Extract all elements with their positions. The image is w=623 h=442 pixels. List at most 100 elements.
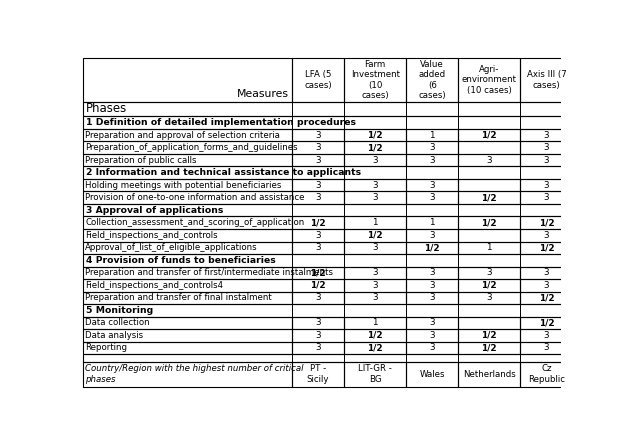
Bar (83, 316, 292, 329)
Text: Farm
Investment
(10
cases): Farm Investment (10 cases) (351, 60, 400, 100)
Bar (406, 292, 459, 304)
Text: Measures: Measures (237, 89, 289, 99)
Text: Reporting: Reporting (85, 343, 127, 352)
Text: Collection_assessment_and_scoring_of_application: Collection_assessment_and_scoring_of_app… (85, 218, 305, 227)
Text: 3: 3 (429, 231, 435, 240)
Text: 1/2: 1/2 (482, 331, 497, 340)
Bar (292, 154, 345, 166)
Text: 3: 3 (429, 181, 435, 190)
Text: Axis III (7
cases): Axis III (7 cases) (526, 70, 566, 90)
Bar (406, 217, 459, 229)
Text: 1/2: 1/2 (482, 130, 497, 140)
Bar (520, 362, 573, 387)
Bar (83, 154, 292, 166)
Bar (459, 292, 520, 304)
Bar (459, 342, 520, 354)
Bar (345, 362, 406, 387)
Bar (520, 241, 573, 254)
Bar (345, 154, 406, 166)
Bar (292, 141, 345, 154)
Bar (459, 129, 520, 141)
Text: 1/2: 1/2 (482, 281, 497, 290)
Bar (292, 267, 345, 279)
Text: 3: 3 (429, 318, 435, 328)
Text: 1: 1 (429, 218, 435, 227)
Text: 1/2: 1/2 (368, 343, 383, 352)
Text: 1: 1 (373, 218, 378, 227)
Text: Value
added
(6
cases): Value added (6 cases) (419, 60, 446, 100)
Bar (83, 342, 292, 354)
Bar (459, 58, 520, 102)
Bar (83, 116, 573, 129)
Text: 3: 3 (429, 331, 435, 340)
Bar (292, 292, 345, 304)
Text: 3: 3 (429, 281, 435, 290)
Bar (520, 229, 573, 241)
Text: 1: 1 (373, 318, 378, 328)
Bar (459, 217, 520, 229)
Text: Data collection: Data collection (85, 318, 150, 328)
Bar (83, 254, 573, 267)
Bar (459, 241, 520, 254)
Bar (292, 241, 345, 254)
Bar (520, 292, 573, 304)
Text: 3: 3 (315, 243, 321, 252)
Bar (406, 154, 459, 166)
Bar (520, 58, 573, 102)
Bar (345, 267, 406, 279)
Text: 1/2: 1/2 (310, 281, 326, 290)
Bar (520, 217, 573, 229)
Bar (83, 267, 292, 279)
Bar (345, 292, 406, 304)
Bar (345, 191, 406, 204)
Bar (520, 179, 573, 191)
Bar (459, 229, 520, 241)
Text: 1/2: 1/2 (539, 243, 554, 252)
Bar (345, 241, 406, 254)
Text: 3: 3 (373, 281, 378, 290)
Text: 3: 3 (544, 181, 549, 190)
Bar (83, 304, 573, 316)
Bar (83, 204, 573, 217)
Text: 3 Approval of applications: 3 Approval of applications (85, 206, 223, 215)
Text: 1 Definition of detailed implementation procedures: 1 Definition of detailed implementation … (85, 118, 356, 127)
Bar (459, 191, 520, 204)
Text: Country/Region with the highest number of critical
phases: Country/Region with the highest number o… (85, 364, 303, 384)
Text: 1/2: 1/2 (310, 268, 326, 277)
Bar (83, 354, 573, 362)
Text: 3: 3 (487, 268, 492, 277)
Text: 3: 3 (315, 318, 321, 328)
Text: 3: 3 (315, 343, 321, 352)
Text: 3: 3 (544, 343, 549, 352)
Bar (83, 292, 292, 304)
Text: 1/2: 1/2 (482, 193, 497, 202)
Text: Wales: Wales (419, 370, 445, 378)
Bar (406, 279, 459, 292)
Bar (292, 129, 345, 141)
Bar (292, 342, 345, 354)
Text: 3: 3 (315, 143, 321, 152)
Text: Preparation_of_application_forms_and_guidelines: Preparation_of_application_forms_and_gui… (85, 143, 298, 152)
Text: 3: 3 (373, 293, 378, 302)
Bar (406, 141, 459, 154)
Text: 1/2: 1/2 (368, 331, 383, 340)
Text: 3: 3 (544, 156, 549, 164)
Bar (83, 229, 292, 241)
Bar (406, 129, 459, 141)
Text: 3: 3 (429, 156, 435, 164)
Text: Approval_of_list_of_eligible_applications: Approval_of_list_of_eligible_application… (85, 243, 258, 252)
Text: 3: 3 (373, 268, 378, 277)
Text: Field_inspections_and_controls4: Field_inspections_and_controls4 (85, 281, 223, 290)
Bar (292, 229, 345, 241)
Text: Data analysis: Data analysis (85, 331, 143, 340)
Bar (83, 191, 292, 204)
Text: Netherlands: Netherlands (463, 370, 516, 378)
Text: Preparation of public calls: Preparation of public calls (85, 156, 197, 164)
Bar (83, 217, 292, 229)
Text: 3: 3 (315, 181, 321, 190)
Text: 3: 3 (315, 231, 321, 240)
Text: 3: 3 (487, 156, 492, 164)
Text: LFA (5
cases): LFA (5 cases) (304, 70, 332, 90)
Bar (406, 329, 459, 342)
Text: 1/2: 1/2 (482, 343, 497, 352)
